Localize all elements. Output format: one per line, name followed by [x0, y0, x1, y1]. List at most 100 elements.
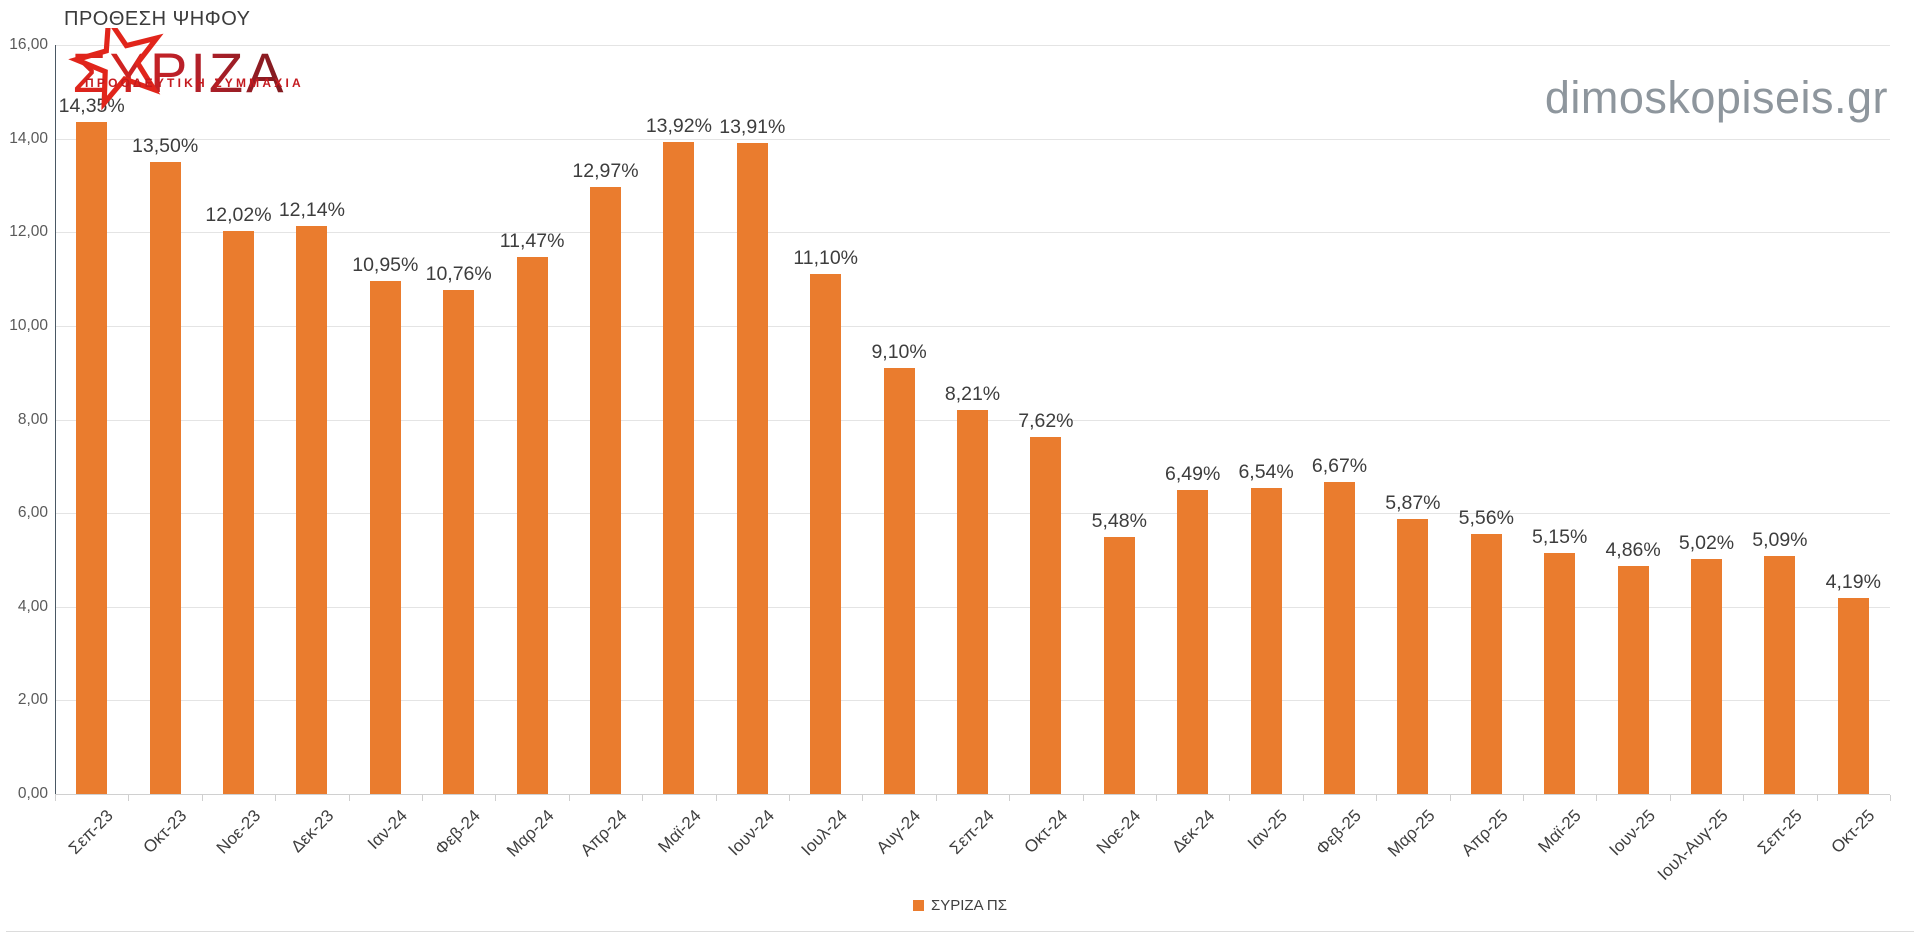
- x-category-label: Ιαν-25: [1244, 806, 1292, 854]
- bar: [369, 281, 401, 794]
- bar-value-label: 10,76%: [425, 263, 492, 286]
- x-category-label: Απρ-25: [1457, 806, 1512, 860]
- bar: [223, 231, 254, 794]
- bar: [590, 186, 621, 794]
- bar-value-label: 5,87%: [1385, 492, 1441, 515]
- bar-value-label: 6,67%: [1311, 454, 1368, 477]
- x-axis-tick: [1449, 795, 1451, 801]
- bar: [1250, 487, 1282, 794]
- logo-subtitle: ΠΡΟΟΔΕΥΤΙΚΗ ΣΥΜΜΑΧΙΑ: [85, 76, 304, 90]
- bar-value-label: 13,91%: [719, 115, 786, 138]
- x-category-label: Δεκ-24: [1167, 806, 1219, 857]
- x-category-label: Μαϊ-24: [653, 806, 705, 857]
- bar: [1103, 537, 1135, 794]
- x-axis-tick: [1009, 795, 1011, 801]
- y-tick-label: 4,00: [17, 597, 48, 615]
- chart-title: ΠΡΟΘΕΣΗ ΨΗΦΟΥ: [64, 8, 251, 30]
- bottom-divider: [6, 931, 1914, 932]
- bar: [1470, 533, 1502, 794]
- x-axis-tick: [1890, 795, 1891, 801]
- x-category-label: Ιουν-24: [724, 806, 778, 860]
- bar: [1691, 559, 1722, 794]
- x-category-label: Σεπ-23: [65, 806, 118, 858]
- x-category-label: Σεπ-25: [1753, 806, 1806, 858]
- bar-value-label: 4,19%: [1825, 570, 1881, 593]
- bar-value-label: 6,49%: [1165, 463, 1221, 486]
- bar-value-label: 13,50%: [132, 135, 199, 158]
- x-category-label: Σεπ-24: [946, 806, 998, 858]
- bar: [1030, 437, 1062, 794]
- x-axis-tick: [568, 795, 570, 801]
- bar: [76, 122, 108, 794]
- x-axis-tick: [275, 795, 277, 801]
- bar-value-label: 11,47%: [499, 230, 565, 253]
- bar: [810, 274, 842, 794]
- x-axis-tick: [1302, 795, 1304, 801]
- chart-legend: ΣΥΡΙΖΑ ΠΣ: [0, 897, 1920, 914]
- gridline: [55, 325, 1890, 327]
- syriza-logo: ΣΥΡΙΖΑ: [68, 28, 283, 111]
- y-axis-line: [55, 45, 56, 794]
- x-category-label: Οκτ-24: [1020, 806, 1072, 857]
- bar: [516, 257, 548, 794]
- x-axis-tick: [715, 795, 717, 801]
- y-tick-label: 8,00: [17, 410, 48, 428]
- x-axis-tick: [1743, 795, 1745, 801]
- bar: [736, 142, 768, 794]
- bar: [883, 368, 915, 794]
- bar: [1397, 519, 1429, 794]
- bar-value-label: 7,62%: [1018, 410, 1074, 433]
- y-tick-label: 14,00: [9, 129, 48, 147]
- x-axis-tick: [1376, 795, 1378, 801]
- x-category-label: Ιαν-24: [363, 806, 411, 854]
- bar: [1177, 490, 1209, 794]
- bar-value-label: 10,95%: [352, 254, 419, 277]
- bar: [296, 225, 328, 794]
- bar: [957, 409, 988, 794]
- x-axis-tick: [1816, 795, 1818, 801]
- x-category-label: Φεβ-24: [431, 806, 485, 859]
- y-tick-label: 10,00: [9, 316, 48, 334]
- x-category-label: Ιουλ-Αυγ-25: [1653, 806, 1732, 885]
- x-axis-tick: [789, 795, 790, 801]
- x-axis-tick: [1082, 795, 1084, 801]
- x-category-label: Νοε-23: [212, 806, 264, 858]
- x-axis-tick: [1596, 795, 1598, 801]
- y-tick-label: 16,00: [9, 36, 48, 53]
- bar: [1764, 555, 1796, 794]
- bar: [1324, 481, 1355, 794]
- bar: [1544, 552, 1576, 794]
- bar-value-label: 5,56%: [1458, 506, 1514, 529]
- y-tick-label: 2,00: [17, 691, 48, 709]
- x-category-label: Μαρ-24: [502, 806, 558, 861]
- x-category-label: Οκτ-23: [139, 806, 191, 857]
- bar-value-label: 4,86%: [1605, 539, 1661, 562]
- bar-value-label: 9,10%: [871, 341, 927, 363]
- y-tick-label: 0,00: [17, 785, 48, 802]
- bar: [149, 162, 181, 794]
- bar-value-label: 12,02%: [205, 204, 272, 227]
- y-tick-label: 6,00: [17, 504, 48, 522]
- bar: [663, 142, 695, 794]
- bar: [1617, 566, 1649, 794]
- x-axis-tick: [862, 795, 864, 801]
- x-axis-baseline: [55, 794, 1890, 795]
- x-axis-tick: [55, 795, 56, 801]
- x-axis-tick: [935, 795, 937, 801]
- gridline: [55, 45, 1890, 46]
- bar-value-label: 12,97%: [572, 159, 639, 182]
- x-category-label: Αυγ-24: [873, 806, 925, 858]
- x-axis-tick: [1229, 795, 1231, 801]
- x-axis-tick: [1669, 795, 1671, 801]
- legend-series-label: ΣΥΡΙΖΑ ΠΣ: [930, 897, 1008, 914]
- bar-value-label: 6,54%: [1238, 460, 1294, 483]
- bar-value-label: 13,92%: [645, 115, 712, 138]
- x-axis-tick: [348, 795, 350, 801]
- x-category-label: Δεκ-23: [287, 806, 338, 857]
- bar-value-label: 8,21%: [944, 382, 1001, 405]
- bar-value-label: 12,14%: [278, 198, 345, 221]
- bar: [1837, 597, 1869, 794]
- gridline: [55, 232, 1890, 234]
- red-star-icon: [68, 28, 164, 111]
